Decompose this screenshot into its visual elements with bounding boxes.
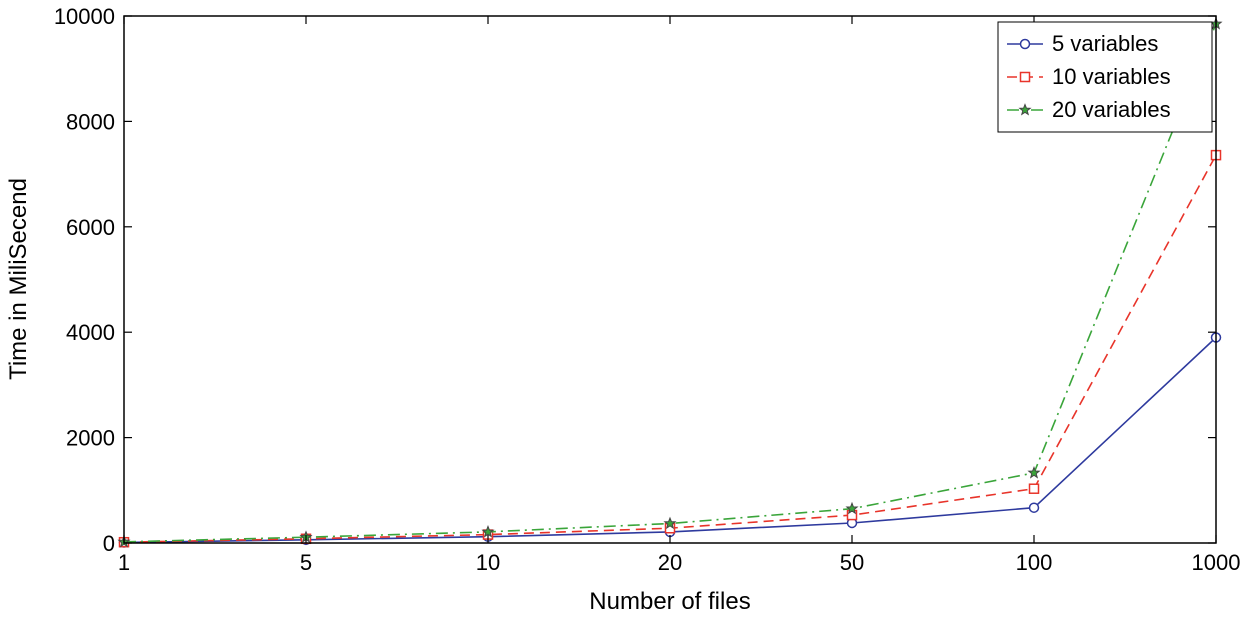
legend-items: 5 variables 10 variables 20 variables [1007,31,1171,122]
x-tick-label: 5 [300,550,312,575]
y-tick-label: 2000 [66,426,115,451]
series-line [123,336,1217,544]
x-tick-label: 10 [476,550,500,575]
x-tick-label: 20 [658,550,682,575]
x-axis-title: Number of files [589,588,750,615]
y-tick-label: 8000 [66,109,115,134]
data-point [1028,483,1040,494]
y-tick-label: 10000 [54,4,115,29]
legend: 5 variables 10 variables 20 variables [997,21,1213,133]
chart-marks [117,17,1223,548]
legend-label: 5 variables [1052,31,1158,56]
data-point [663,516,677,530]
y-axis-title: Time in MiliSecend [5,178,32,380]
legend-swatch [1007,38,1043,50]
legend-label: 20 variables [1052,97,1171,122]
data-point [481,524,495,538]
series-line [123,154,1217,543]
legend-box [997,21,1213,133]
x-tick-label: 100 [1016,550,1053,575]
series-3 [117,17,1223,548]
x-tick-label: 50 [840,550,864,575]
legend-swatch [1007,71,1043,83]
legend-swatch [1007,103,1043,116]
data-point [845,501,859,515]
data-point [1027,466,1041,479]
x-tick-label: 1 [118,550,130,575]
legend-marker [1019,71,1031,83]
x-tick-label: 1000 [1192,550,1241,575]
y-tick-label: 0 [103,531,115,556]
legend-marker [1018,103,1032,116]
legend-item-20-variables: 20 variables [1007,97,1171,122]
series-1 [118,332,1222,548]
legend-item-10-variables: 10 variables [1007,64,1171,89]
data-point [1028,502,1040,513]
legend-item-5-variables: 5 variables [1007,31,1158,56]
legend-label: 10 variables [1052,64,1171,89]
y-tick-label: 6000 [66,215,115,240]
y-tick-label: 4000 [66,320,115,345]
legend-marker [1019,38,1031,50]
